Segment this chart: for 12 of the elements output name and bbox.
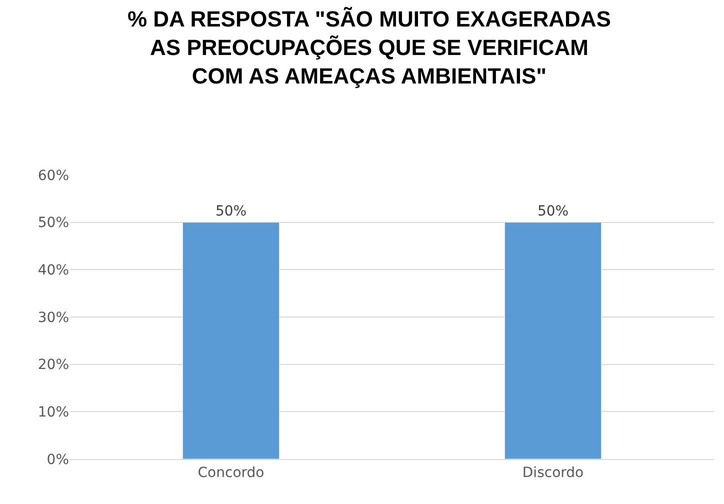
y-tick-label: 10% (38, 404, 69, 421)
x-tick-label: Discordo (522, 464, 584, 481)
data-label: 50% (537, 203, 569, 220)
chart-title: % DA RESPOSTA "SÃO MUITO EXAGERADAS AS PREOCUPAÇÕES QUE SE VERIFICAM COM AS AMEAÇAS AMBIENTAIS" (128, 6, 611, 89)
y-tick-label: 50% (38, 215, 69, 232)
data-label: 50% (215, 203, 247, 220)
x-tick-label: Concordo (198, 464, 264, 481)
y-tick-label: 60% (38, 168, 69, 184)
y-tick-label: 0% (46, 452, 69, 468)
y-tick-label: 30% (38, 310, 69, 326)
y-tick-label: 40% (38, 262, 69, 279)
y-tick-label: 20% (38, 357, 69, 374)
